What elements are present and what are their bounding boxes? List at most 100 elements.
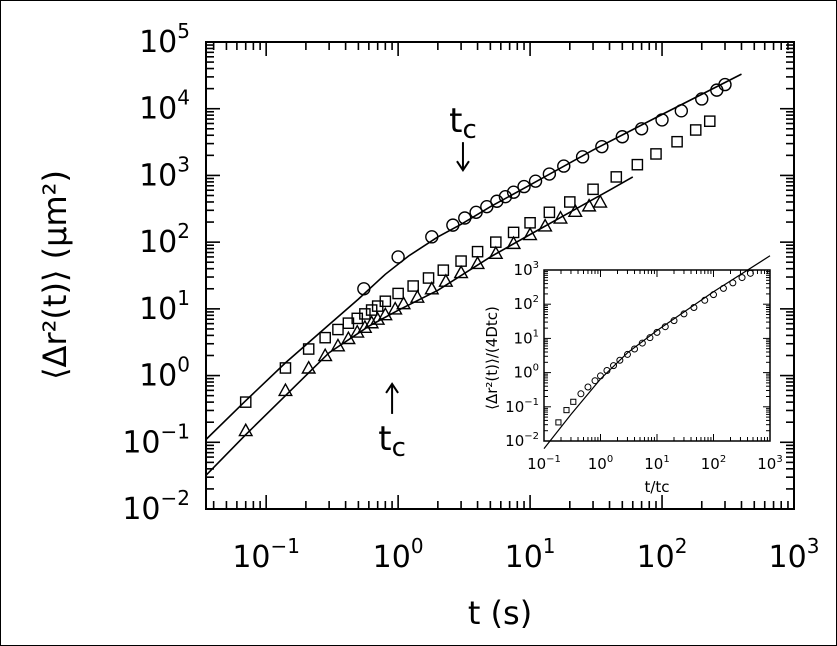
- data-point-triangle: [317, 347, 333, 362]
- data-point-square: [379, 295, 392, 308]
- data-point-square: [563, 407, 570, 414]
- data-point-circle: [603, 367, 611, 375]
- y-tick-label: 10−2: [122, 486, 190, 527]
- data-point-circle: [746, 269, 754, 277]
- data-point-triangle: [330, 337, 346, 352]
- inset-x-tick-labels: 10−1 100 101 102 103: [527, 454, 783, 473]
- data-point-square: [671, 135, 683, 148]
- data-point-circle: [661, 323, 669, 331]
- data-point-square: [392, 287, 404, 300]
- data-point-triangle: [277, 382, 293, 397]
- data-point-circle: [480, 199, 494, 214]
- data-point-circle: [729, 279, 737, 287]
- data-point-circle: [615, 130, 630, 144]
- data-point-triangle: [357, 319, 373, 333]
- data-point-circle: [458, 211, 472, 225]
- main-annotations: tc tc: [378, 101, 477, 463]
- data-point-triangle: [522, 226, 538, 241]
- data-point-circle: [506, 185, 521, 199]
- x-tick-label: 102: [701, 454, 726, 473]
- y-tick-label: 101: [514, 328, 539, 347]
- data-point-circle: [738, 274, 746, 282]
- fit-line: [205, 176, 634, 476]
- x-tick-label: 101: [644, 454, 669, 473]
- data-point-circle: [670, 317, 678, 325]
- y-tick-label: 103: [514, 260, 539, 279]
- data-point-circle: [595, 139, 609, 154]
- data-point-circle: [469, 205, 483, 220]
- inset-background: [506, 260, 771, 444]
- x-tick-label: 103: [757, 454, 782, 473]
- data-point-square: [689, 124, 702, 136]
- data-point-circle: [584, 383, 592, 391]
- y-tick-label: 102: [514, 294, 539, 313]
- data-point-square: [319, 331, 331, 344]
- data-point-circle: [631, 345, 639, 353]
- data-point-circle: [490, 194, 504, 208]
- data-point-circle: [391, 250, 405, 264]
- data-point-circle: [575, 150, 590, 164]
- main-y-axis-label: ⟨Δr²(t)⟩ (μm²): [36, 170, 74, 380]
- data-point-circle: [690, 304, 698, 312]
- y-tick-label: 10−2: [505, 431, 539, 450]
- data-point-square: [703, 115, 716, 127]
- data-point-circle: [638, 339, 646, 347]
- y-tick-label: 101: [139, 286, 190, 327]
- data-point-circle: [655, 113, 669, 127]
- data-point-triangle: [409, 289, 425, 303]
- data-point-triangle: [581, 198, 597, 212]
- data-point-square: [332, 323, 344, 336]
- data-point-square: [650, 148, 662, 160]
- data-point-square: [359, 308, 371, 320]
- data-point-triangle: [488, 245, 504, 260]
- main-data-points: [238, 77, 732, 437]
- data-point-triangle: [453, 264, 469, 279]
- inset-plot: 10−1 100 101 102 103 10−2 10−1 100 101 102 103 t/…: [483, 255, 783, 496]
- data-point-triangle: [553, 210, 568, 224]
- data-point-square: [555, 419, 562, 426]
- x-tick-label: 102: [637, 534, 688, 575]
- main-x-axis-label: t (s): [468, 594, 532, 632]
- data-point-circle: [577, 390, 585, 398]
- tc-label: tc: [449, 101, 477, 145]
- y-tick-label: 10−1: [505, 397, 539, 416]
- y-tick-label: 100: [514, 363, 539, 382]
- inset-data-points: [555, 269, 754, 426]
- main-fit-lines: [205, 73, 742, 476]
- data-point-triangle: [301, 360, 317, 374]
- data-point-triangle: [370, 311, 386, 325]
- data-point-square: [437, 264, 450, 276]
- inset-tick-marks: [543, 269, 771, 442]
- data-point-circle: [680, 310, 688, 318]
- tc-label: tc: [378, 419, 406, 463]
- data-point-circle: [597, 372, 604, 380]
- data-point-circle: [695, 92, 709, 106]
- main-y-tick-labels: 10−2 10−1 100 101 102 103 104 105: [122, 19, 190, 527]
- y-tick-label: 103: [139, 152, 190, 193]
- main-plot-frame: [205, 41, 795, 510]
- data-point-circle: [710, 291, 717, 299]
- x-tick-label: 100: [588, 454, 613, 473]
- inset-x-axis-label: t/tc: [644, 478, 669, 496]
- data-point-circle: [718, 77, 732, 92]
- data-point-square: [587, 183, 599, 196]
- data-point-triangle: [396, 295, 412, 310]
- data-point-square: [543, 206, 556, 219]
- data-point-circle: [557, 159, 571, 173]
- data-point-circle: [646, 334, 654, 342]
- data-point-triangle: [424, 281, 440, 295]
- y-tick-label: 100: [139, 353, 190, 394]
- data-point-triangle: [592, 194, 608, 208]
- data-point-circle: [357, 282, 371, 296]
- data-point-triangle: [506, 235, 522, 250]
- data-point-circle: [701, 296, 709, 304]
- data-point-square: [570, 398, 577, 405]
- data-point-triangle: [238, 422, 254, 437]
- data-point-circle: [616, 356, 624, 364]
- data-point-square: [631, 158, 644, 171]
- data-point-circle: [674, 104, 689, 118]
- y-tick-label: 10−1: [122, 419, 190, 460]
- data-point-triangle: [438, 273, 454, 287]
- data-point-circle: [542, 167, 557, 181]
